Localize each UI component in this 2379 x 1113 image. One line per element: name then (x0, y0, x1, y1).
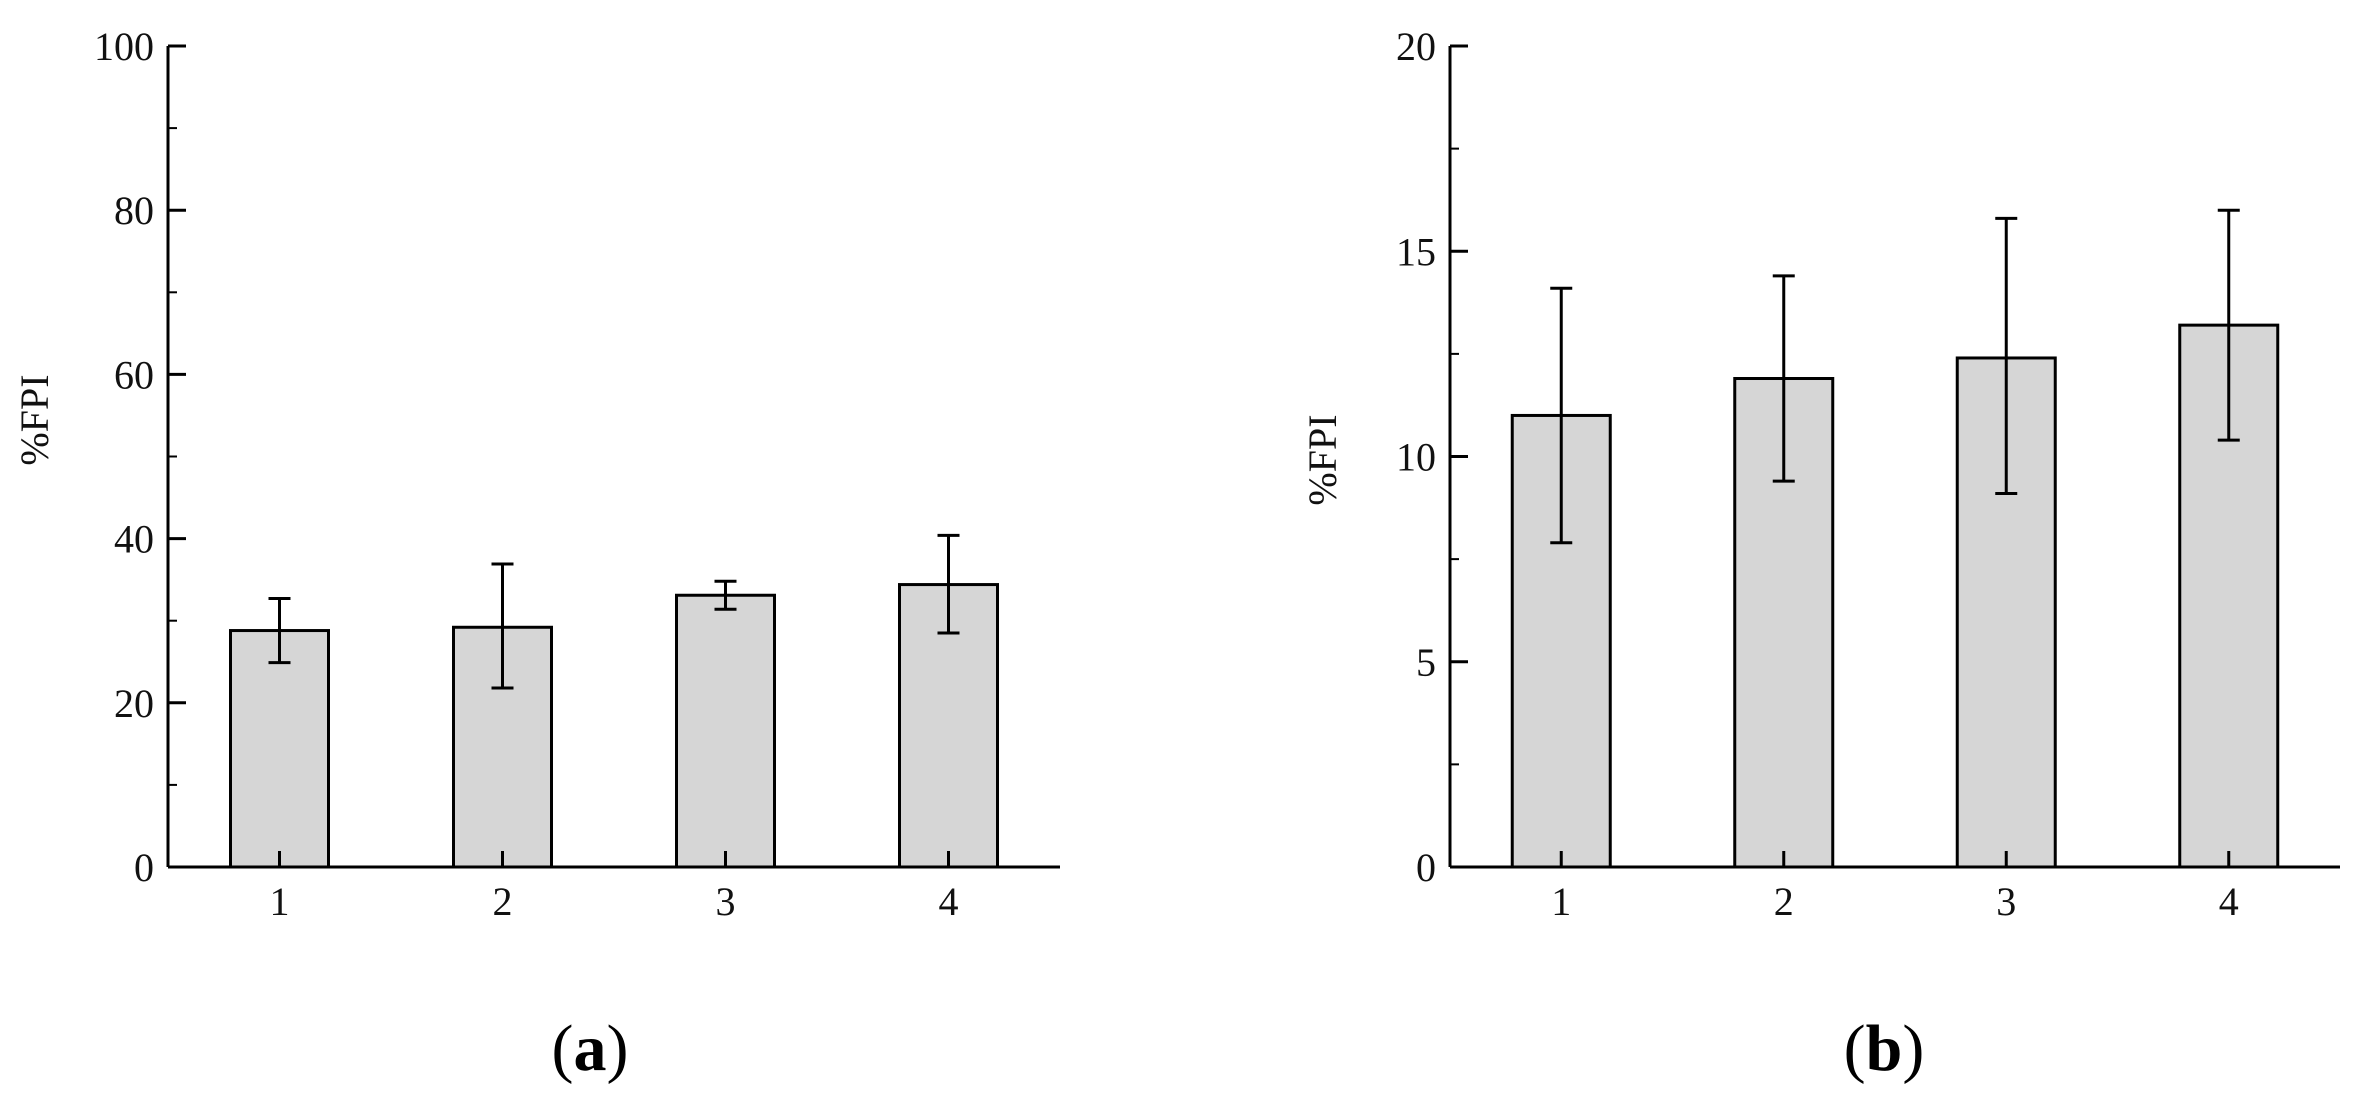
y-tick-label: 100 (94, 24, 154, 69)
x-tick-label: 3 (1996, 879, 2016, 924)
panel-letter: b (1866, 1012, 1903, 1085)
chart-panel-a: 0 20 40 60 80 100 1 2 3 4 %FPI (a) (12, 24, 1060, 1085)
x-tick-label: 4 (2219, 879, 2239, 924)
x-tick-label: 1 (1551, 879, 1571, 924)
y-tick-label: 0 (1416, 845, 1436, 890)
bar-3 (675, 593, 776, 869)
panel-letter: a (574, 1012, 607, 1085)
y-tick-label: 80 (114, 188, 154, 233)
panel-label: (b) (1844, 1012, 1925, 1085)
y-tick-label: 60 (114, 352, 154, 397)
x-tick-label: 1 (270, 879, 290, 924)
y-tick-label: 15 (1396, 229, 1436, 274)
y-tick-label: 5 (1416, 640, 1436, 685)
bar-1 (229, 629, 330, 869)
y-tick-label: 10 (1396, 435, 1436, 480)
y-tick-label: 40 (114, 517, 154, 562)
y-axis-title: %FPI (12, 374, 57, 465)
y-tick-label: 20 (114, 681, 154, 726)
x-tick-label: 2 (1774, 879, 1794, 924)
x-tick-label: 2 (493, 879, 513, 924)
y-tick-label: 20 (1396, 24, 1436, 69)
y-axis-title: %FPI (1300, 414, 1345, 505)
x-tick-label: 4 (939, 879, 959, 924)
y-tick-label: 0 (134, 845, 154, 890)
chart-panel-b: 0 5 10 15 20 1 2 3 4 %FPI (b) (1300, 24, 2340, 1085)
x-tick-label: 3 (716, 879, 736, 924)
panel-label: (a) (552, 1012, 629, 1085)
